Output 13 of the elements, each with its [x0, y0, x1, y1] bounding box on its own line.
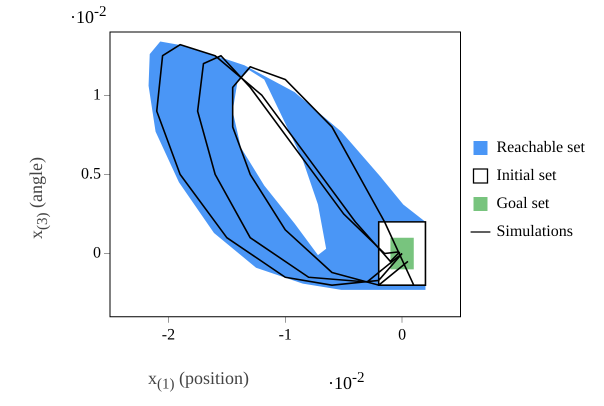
x-tick-label: 0: [398, 326, 406, 344]
text: ·10$^{-2}$: [328, 370, 364, 394]
legend-label: Reachable set: [496, 139, 586, 156]
x-axis-title: x$_{(1)}$ (position): [148, 368, 249, 394]
x-tick-label: -1: [278, 326, 292, 344]
x-tick-label: -2: [162, 326, 176, 344]
legend-label: Initial set: [496, 167, 558, 184]
y-tick-label: 0.5: [81, 166, 101, 183]
y-tick-label: 0: [93, 244, 101, 262]
y-tick-label: 1: [93, 86, 101, 104]
legend-label: Goal set: [496, 195, 550, 212]
legend-label: Simulations: [496, 223, 573, 240]
text: ·10$^{-2}$: [70, 4, 106, 28]
